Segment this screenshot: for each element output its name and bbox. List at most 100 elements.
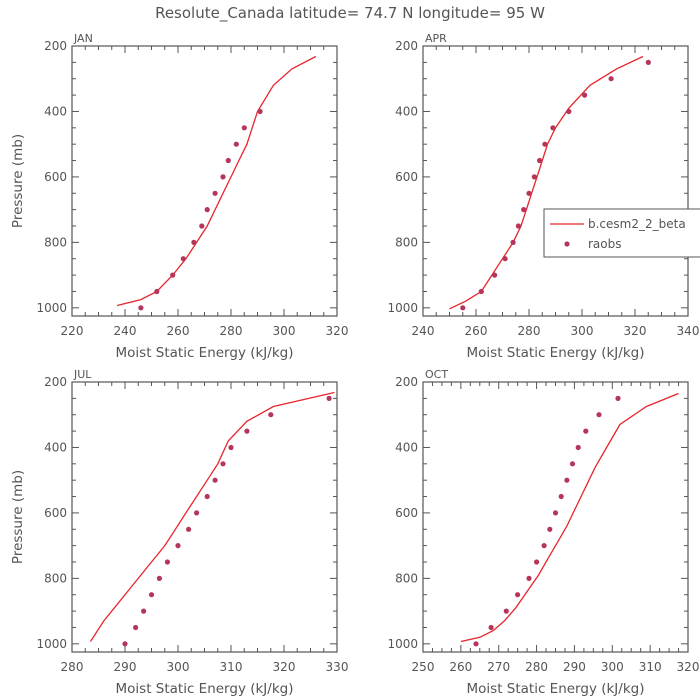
panel-jul-obs-point [141, 608, 147, 614]
panel-jul-ytick-label: 1000 [36, 637, 67, 651]
panel-jul-xlabel: Moist Static Energy (kJ/kg) [116, 681, 294, 697]
panel-jul-obs-point [244, 428, 250, 434]
panel-apr-ytick-label: 1000 [387, 301, 418, 315]
panel-jan-xtick-label: 280 [220, 324, 243, 338]
panel-oct-obs-point [541, 543, 547, 549]
panel-apr-obs-point [550, 125, 556, 131]
panel-jan-obs-point [257, 108, 263, 115]
panels-group: JAN 220 240 260 280 300 320 200 400 600 800 1000 Moi… [10, 32, 700, 697]
panel-apr-xlabel: Moist Static Energy (kJ/kg) [467, 345, 645, 361]
panel-jul-xtick-label: 330 [326, 660, 349, 674]
panel-jul-obs-point [204, 493, 210, 500]
panel-oct-obs-point [547, 526, 553, 532]
panel-apr-ytick-label: 400 [395, 104, 418, 118]
panel-oct-obs-point [575, 444, 581, 451]
panel-jul-obs-point [175, 543, 181, 549]
panel-oct-obs-point [615, 395, 621, 401]
panel-jul: JUL 280 290 300 310 320 330 200 400 600 800 1000 Moi… [10, 368, 348, 697]
panel-jul-xtick-label: 300 [167, 660, 190, 674]
panel-oct-ytick-label: 400 [395, 440, 418, 454]
panel-oct-frame [422, 381, 689, 653]
panel-oct-obs-point [552, 510, 559, 516]
panel-apr-xtick-label: 340 [677, 324, 700, 338]
panel-jul-obs-point [326, 395, 332, 401]
panel-jul-xtick-label: 290 [114, 660, 137, 674]
panel-apr: APR 240 260 280 300 320 340 200 400 600 800 1000 Moi… [387, 32, 700, 361]
panel-jan-ytick-label: 600 [44, 170, 67, 184]
panel-oct-xtick-label: 300 [601, 660, 624, 674]
panel-oct-obs-point [488, 624, 494, 631]
panel-jan-xtick-label: 320 [326, 324, 349, 338]
panel-jul-obs-point [122, 641, 128, 647]
panel-jan-ytick-label: 400 [44, 104, 67, 118]
panel-oct-xtick-label: 260 [449, 660, 472, 674]
panel-jan-xtick-label: 240 [114, 324, 137, 338]
panel-apr-obs-point [502, 256, 508, 262]
panel-apr-data [449, 55, 644, 310]
panel-oct-ytick-label: 800 [395, 571, 418, 585]
panel-oct-ytick-label: 600 [395, 506, 418, 520]
panel-apr-obs-point [478, 288, 484, 295]
panel-oct-ytick-label: 200 [395, 375, 418, 389]
panel-apr-obs-point [460, 305, 466, 311]
panel-jan-data [116, 55, 317, 307]
panel-apr-obs-point [515, 223, 522, 229]
panel-apr-xtick-label: 240 [412, 324, 435, 338]
panel-oct-obs-point [596, 412, 602, 418]
panel-jan-month-label: JAN [73, 32, 93, 45]
panel-jan-ytick-label: 1000 [36, 301, 67, 315]
panel-oct-obs-point [526, 575, 532, 582]
panel-oct-obs-point [515, 592, 521, 598]
panel-apr-obs-point [645, 59, 651, 65]
panel-jul-obs-point [228, 444, 234, 451]
panel-apr-obs-point [510, 239, 516, 245]
panel-apr-obs-point [531, 174, 537, 180]
panel-apr-frame [422, 45, 689, 317]
panel-jan-obs-point [191, 239, 197, 245]
panel-jul-ytick-label: 800 [44, 571, 67, 585]
panel-apr-obs-point [492, 272, 498, 278]
panel-jan-obs-point [154, 288, 160, 295]
panel-oct-xtick-label: 310 [639, 660, 662, 674]
panel-jul-obs-point [220, 461, 226, 467]
panel-jul-data [89, 391, 335, 642]
panel-oct: OCT 250 260 270 280 290 300 310 320 200 400 600 800 1… [387, 368, 699, 697]
panel-oct-xtick-label: 320 [677, 660, 700, 674]
panel-jul-xtick-label: 320 [273, 660, 296, 674]
panel-oct-obs-point [583, 428, 589, 434]
panel-jul-month-label: JUL [73, 368, 92, 381]
panel-jan-ytick-label: 200 [44, 39, 67, 53]
panel-oct-month-label: OCT [425, 368, 448, 381]
panel-oct-xtick-label: 290 [563, 660, 586, 674]
legend-obs-label: raobs [588, 237, 622, 251]
panel-oct-obs-point [564, 477, 570, 483]
panel-apr-obs-point [566, 108, 572, 115]
panel-jan-obs-point [199, 223, 205, 229]
panel-jan-obs-point [170, 272, 176, 278]
panel-jul-model-line [89, 391, 335, 642]
panel-apr-xtick-label: 300 [571, 324, 594, 338]
panel-oct-obs-point [534, 559, 540, 565]
panel-apr-month-label: APR [425, 32, 447, 45]
panel-oct-model-line [460, 392, 679, 643]
panel-oct-obs-point [473, 641, 479, 647]
panel-jul-obs-point [212, 477, 218, 483]
panel-oct-xlabel: Moist Static Energy (kJ/kg) [467, 681, 645, 697]
panel-jul-obs-point [148, 592, 155, 598]
panel-jan-xtick-label: 220 [61, 324, 84, 338]
panel-apr-obs-point [537, 157, 543, 164]
panel-jan: JAN 220 240 260 280 300 320 200 400 600 800 1000 Moi… [10, 32, 348, 361]
panel-jul-ytick-label: 600 [44, 506, 67, 520]
panel-jul-ylabel: Pressure (mb) [10, 470, 26, 564]
panel-oct-obs-point [503, 608, 509, 614]
panel-jan-obs-point [241, 125, 247, 131]
panel-jul-obs-point [186, 526, 192, 532]
legend-box [543, 208, 700, 258]
panel-jul-xtick-label: 280 [61, 660, 84, 674]
panel-apr-obs-point [542, 141, 548, 147]
panel-jan-xtick-label: 260 [167, 324, 190, 338]
panel-jul-obs-point [164, 559, 170, 565]
panel-apr-model-line [449, 55, 644, 310]
